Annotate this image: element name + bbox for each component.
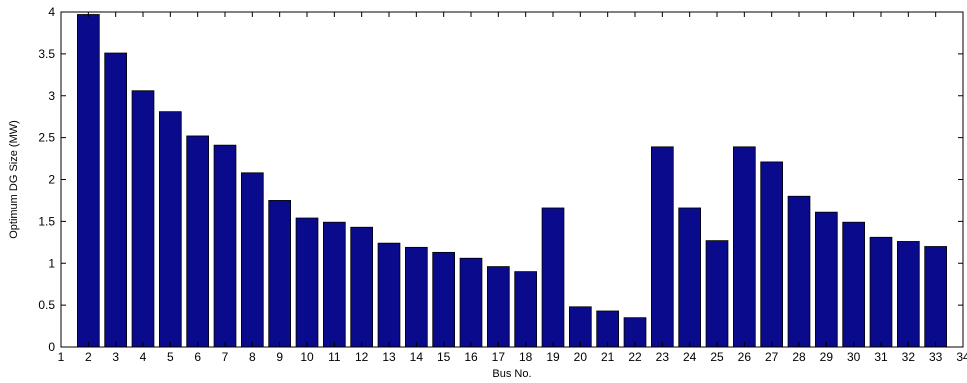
- x-tick-label: 32: [902, 350, 916, 364]
- bar-bus-15: [432, 251, 456, 348]
- x-tick-label: 18: [519, 350, 533, 364]
- x-tick-label: 10: [300, 350, 314, 364]
- y-tick-label: 2: [48, 173, 55, 187]
- bar-bus-24: [678, 207, 702, 348]
- bar-bus-32: [897, 241, 920, 348]
- bar-bus-14: [404, 246, 428, 348]
- x-tick-label: 17: [492, 350, 506, 364]
- x-tick-label: 16: [464, 350, 478, 364]
- x-tick-label: 24: [683, 350, 697, 364]
- x-tick-label: 23: [656, 350, 670, 364]
- x-tick-label: 28: [792, 350, 806, 364]
- bar-bus-29: [815, 211, 838, 348]
- bar-bus-17: [486, 266, 510, 348]
- x-tick-label: 31: [874, 350, 888, 364]
- x-tick-label: 19: [546, 350, 560, 364]
- x-tick-label: 22: [628, 350, 642, 364]
- bar-bus-20: [569, 306, 592, 348]
- y-tick-label: 4: [48, 5, 55, 19]
- x-tick-label: 26: [738, 350, 752, 364]
- x-tick-label: 8: [249, 350, 256, 364]
- x-tick-label: 5: [167, 350, 174, 364]
- x-tick-label: 25: [710, 350, 724, 364]
- bar-bus-4: [131, 90, 155, 348]
- bar-bus-25: [705, 240, 729, 348]
- x-tick-label: 13: [382, 350, 396, 364]
- bar-bus-6: [186, 135, 210, 348]
- y-tick-label: 0.5: [38, 298, 55, 312]
- bar-bus-31: [869, 236, 893, 348]
- x-tick-label: 6: [194, 350, 201, 364]
- x-tick-label: 34: [956, 350, 967, 364]
- y-tick-label: 1.5: [38, 214, 55, 228]
- x-tick-label: 2: [85, 350, 92, 364]
- x-tick-label: 30: [847, 350, 861, 364]
- y-tick-label: 3: [48, 89, 55, 103]
- bar-bus-11: [322, 221, 346, 348]
- bar-bus-7: [213, 144, 237, 348]
- y-tick-label: 1: [48, 256, 55, 270]
- y-axis-label: Optimum DG Size (MW): [8, 120, 20, 239]
- bar-bus-26: [733, 146, 756, 348]
- bar-bus-10: [295, 217, 319, 348]
- x-tick-label: 11: [328, 350, 341, 364]
- bar-bus-9: [268, 200, 292, 348]
- y-tick-label: 3.5: [38, 47, 55, 61]
- bar-bus-2: [77, 14, 100, 348]
- y-tick-label: 2.5: [38, 131, 55, 145]
- bar-bus-18: [514, 271, 538, 348]
- x-tick-label: 3: [112, 350, 119, 364]
- x-tick-label: 20: [574, 350, 588, 364]
- bar-bus-28: [787, 195, 811, 348]
- bars-group: [77, 14, 948, 348]
- x-tick-label: 15: [437, 350, 451, 364]
- x-tick-label: 7: [222, 350, 229, 364]
- x-tick-label: 1: [58, 350, 65, 364]
- bar-bus-23: [651, 146, 674, 348]
- x-tick-label: 9: [276, 350, 283, 364]
- x-tick-label: 14: [410, 350, 424, 364]
- x-tick-label: 27: [765, 350, 779, 364]
- bar-bus-27: [760, 161, 784, 348]
- x-tick-label: 29: [820, 350, 834, 364]
- y-tick-label: 0: [48, 340, 55, 354]
- bar-bus-12: [350, 226, 374, 348]
- bar-bus-5: [158, 111, 182, 348]
- bar-bus-30: [842, 221, 866, 348]
- bar-bus-3: [104, 52, 127, 348]
- bar-bus-19: [541, 207, 565, 348]
- bar-bus-8: [240, 172, 264, 348]
- x-tick-label: 21: [601, 350, 615, 364]
- bar-bus-33: [924, 246, 948, 348]
- x-axis-label: Bus No.: [492, 368, 531, 380]
- y-axis-ticks: 0 0.5 1 1.5 2 2.5 3 3.5 4: [38, 5, 963, 354]
- bar-bus-21: [596, 310, 620, 348]
- bar-bus-13: [377, 242, 401, 348]
- x-tick-label: 33: [929, 350, 943, 364]
- x-tick-label: 12: [355, 350, 369, 364]
- x-axis-ticks: 1 2 3 4 5 6 7 8 9 10 11 12 13 14 15 16 17 18 19 20 21 22 23 24 2…: [58, 12, 967, 364]
- bar-bus-16: [459, 257, 483, 348]
- x-tick-label: 4: [140, 350, 147, 364]
